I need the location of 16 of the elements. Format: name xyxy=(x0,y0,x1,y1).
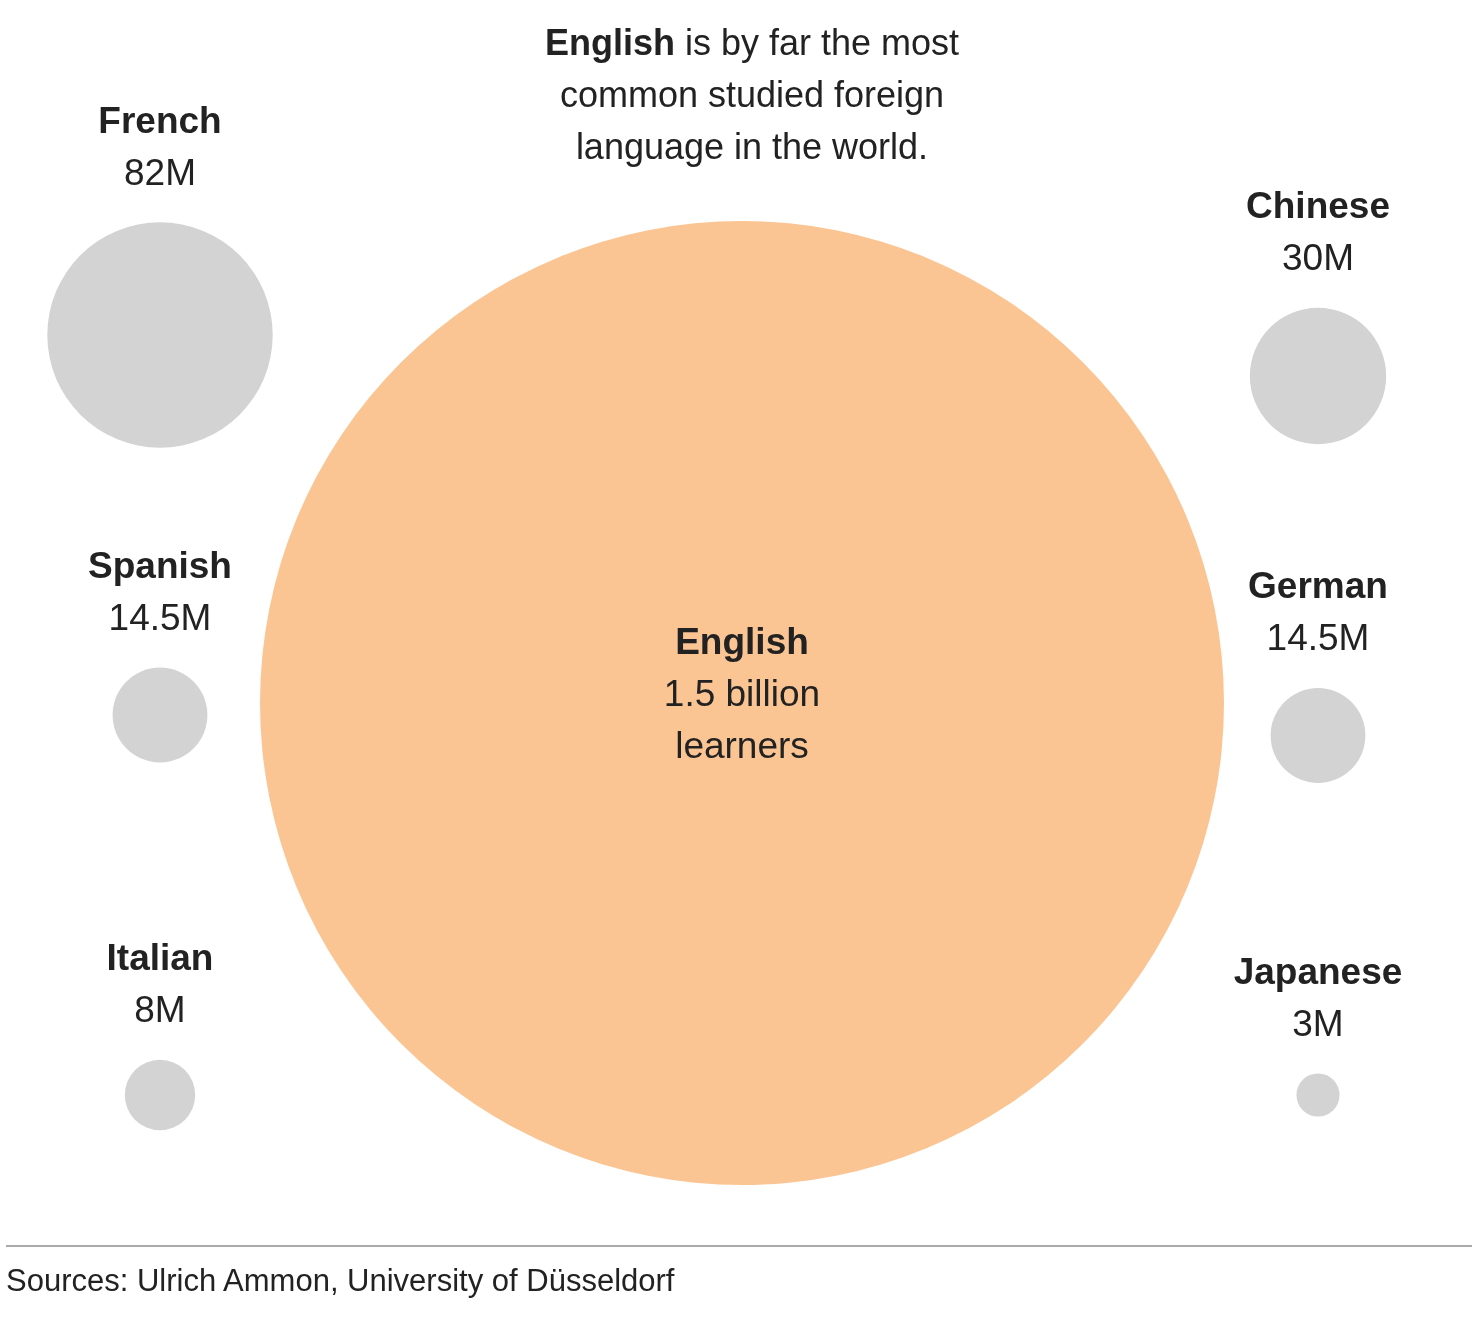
category-label: English xyxy=(675,621,809,663)
category-label: French xyxy=(98,99,222,141)
data-label: 30M xyxy=(1282,237,1354,279)
category-label: Japanese xyxy=(1233,950,1403,992)
data-label: 14.5M xyxy=(108,596,212,638)
category-label: German xyxy=(1248,565,1388,607)
data-label: 3M xyxy=(1292,1002,1344,1044)
data-label: 14.5M xyxy=(1266,617,1370,659)
source-note: Sources: Ulrich Ammon, University of Düsseldorf xyxy=(6,1262,675,1300)
category-label: Spanish xyxy=(88,544,232,586)
text: English is by far the most common studied foreign language in the world. xyxy=(544,22,960,167)
category-label: Italian xyxy=(106,937,214,978)
data-label: 1.5 billion learners xyxy=(663,673,821,767)
data-label: 8M xyxy=(134,989,186,1030)
data-label: 82M xyxy=(124,151,196,193)
category-label: Chinese xyxy=(1246,185,1390,227)
